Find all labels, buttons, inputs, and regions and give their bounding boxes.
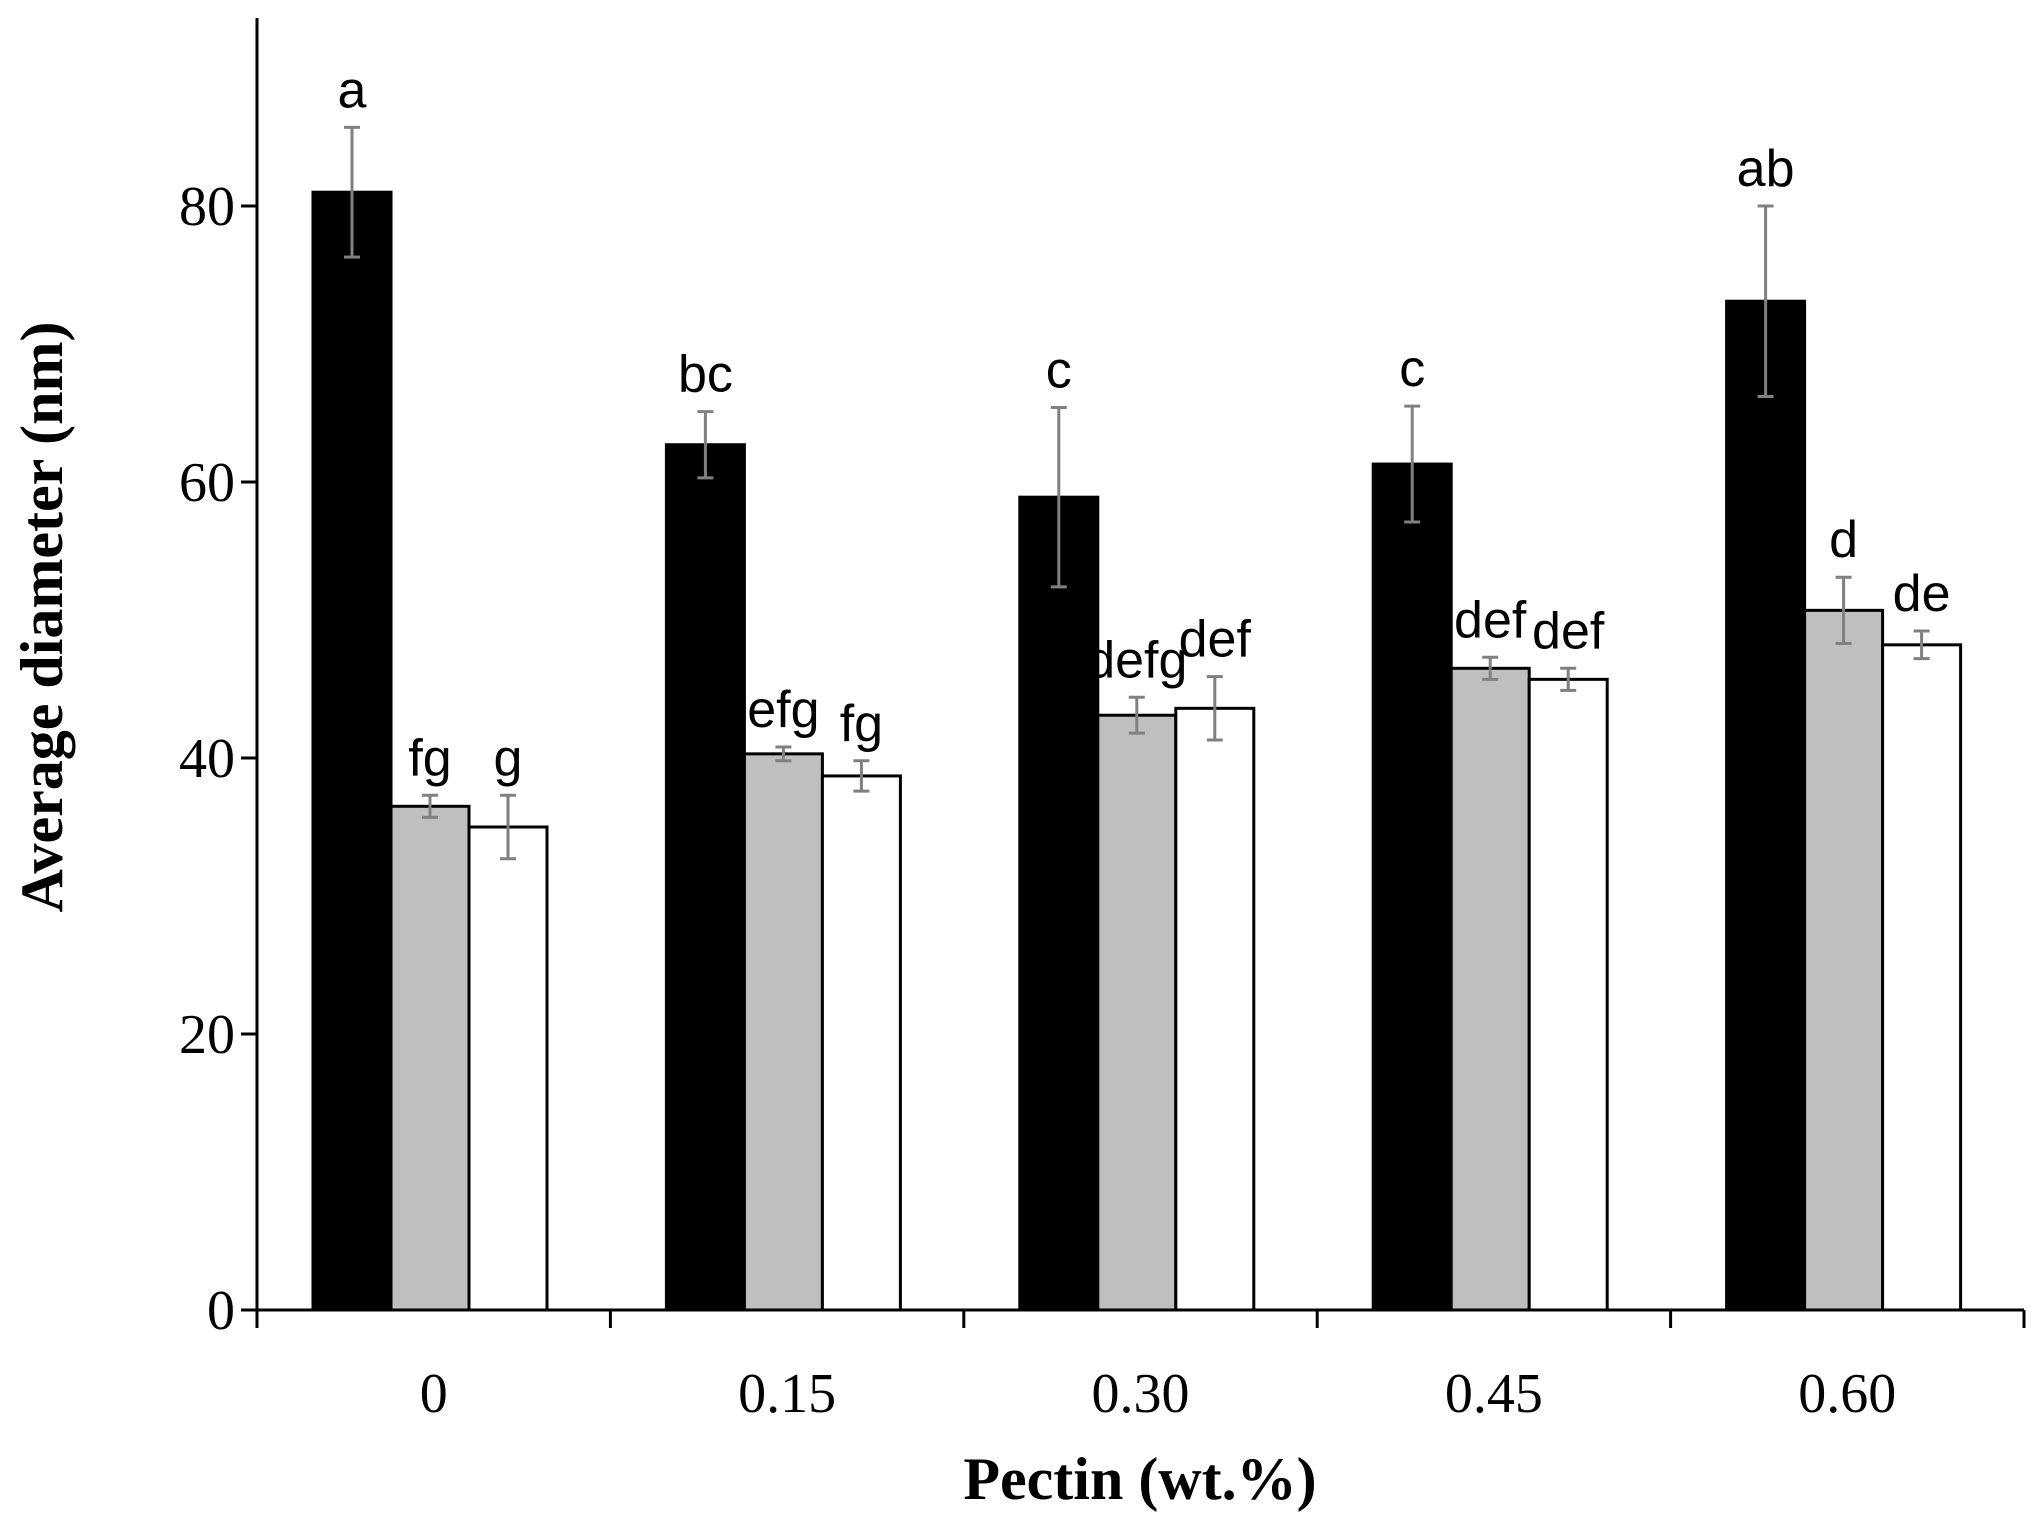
significance-label-series-1-0.45: c [1399,340,1425,398]
y-tick-label-60: 60 [179,452,235,514]
significance-label-series-3-0.60: de [1893,565,1951,623]
bar-series-3-0 [467,825,549,1312]
bars-layer [311,190,1963,1312]
significance-label-series-3-0: g [494,729,523,787]
x-axis-title: Pectin (wt.%) [963,1446,1316,1512]
bar-series-2-0.15 [742,752,824,1312]
bar-series-1-0.45 [1371,462,1453,1312]
significance-label-series-2-0: fg [408,729,451,787]
bar-series-2-0.30 [1096,713,1178,1312]
x-tick-label-0.45: 0.45 [1445,1363,1543,1425]
x-tick-label-0.30: 0.30 [1092,1363,1190,1425]
bar-series-3-0.45 [1527,677,1609,1312]
y-axis-title: Average diameter (nm) [9,322,75,913]
bar-series-1-0 [311,190,393,1312]
y-tick-label-0: 0 [207,1280,235,1342]
bar-series-2-0 [389,804,471,1312]
significance-label-series-1-0.30: c [1046,341,1072,399]
y-tick-label-80: 80 [179,176,235,238]
significance-label-series-2-0.60: d [1829,511,1858,569]
significance-label-series-1-0: a [338,61,367,119]
x-tick-label-0: 0 [420,1363,448,1425]
significance-label-series-1-0.15: bc [678,346,733,404]
bar-series-1-0.60 [1725,299,1807,1312]
bar-series-3-0.30 [1174,706,1256,1312]
significance-label-series-3-0.30: def [1179,611,1252,669]
significance-label-series-3-0.45: def [1532,602,1605,660]
bar-series-1-0.15 [664,443,746,1312]
bar-series-3-0.15 [820,774,902,1312]
bar-series-2-0.45 [1449,666,1531,1312]
bar-series-1-0.30 [1018,495,1100,1312]
significance-label-series-3-0.15: fg [840,695,883,753]
bar-series-3-0.60 [1881,643,1963,1312]
y-tick-label-40: 40 [179,728,235,790]
significance-label-series-2-0.15: efg [747,681,819,739]
significance-label-series-1-0.60: ab [1737,140,1795,198]
y-tick-label-20: 20 [179,1004,235,1066]
significance-label-series-2-0.30: defg [1086,631,1187,689]
bar-series-2-0.60 [1803,608,1885,1312]
x-tick-label-0.15: 0.15 [738,1363,836,1425]
significance-label-series-2-0.45: def [1454,591,1527,649]
axes-layer: 0 20 40 60 80 0 0.15 0.30 0.45 0.60 [179,18,2026,1425]
x-tick-label-0.60: 0.60 [1798,1363,1896,1425]
error-bars-layer [344,125,1930,861]
